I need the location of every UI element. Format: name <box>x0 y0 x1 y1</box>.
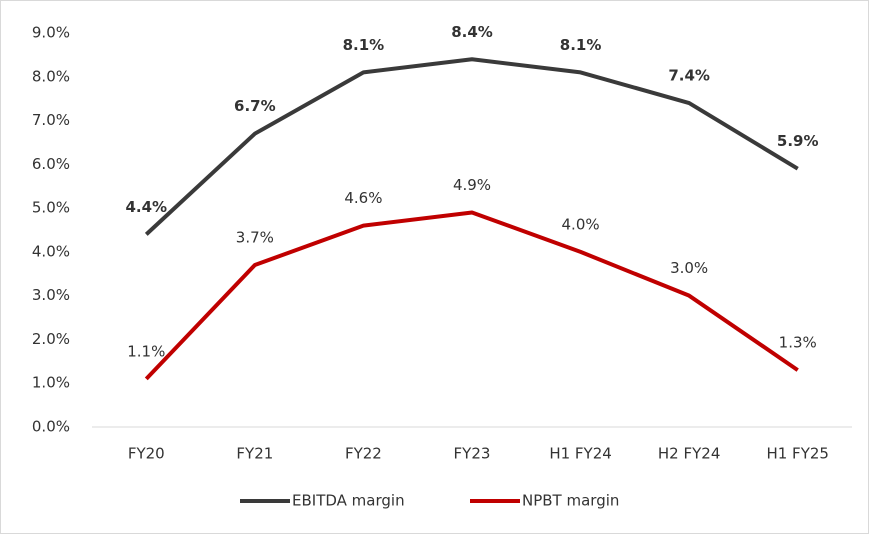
x-tick-label: FY20 <box>128 445 165 463</box>
data-label: 8.1% <box>560 36 602 54</box>
x-tick-label: H1 FY25 <box>766 445 828 463</box>
y-tick-label: 3.0% <box>32 286 70 304</box>
data-label: 3.0% <box>670 259 708 277</box>
data-label: 3.7% <box>236 229 274 247</box>
x-tick-label: H1 FY24 <box>549 445 611 463</box>
data-label: 4.4% <box>125 198 167 216</box>
data-label: 1.3% <box>779 334 817 352</box>
x-tick-label: FY23 <box>454 445 491 463</box>
series-line <box>144 57 799 236</box>
y-tick-label: 0.0% <box>32 418 70 436</box>
data-label: 6.7% <box>234 97 276 115</box>
y-tick-label: 7.0% <box>32 111 70 129</box>
data-label: 4.0% <box>562 215 600 233</box>
x-tick-label: FY21 <box>236 445 273 463</box>
data-label: 4.6% <box>344 189 382 207</box>
legend-label: EBITDA margin <box>292 492 405 510</box>
data-label: 7.4% <box>668 67 710 85</box>
x-tick-label: H2 FY24 <box>658 445 720 463</box>
data-label: 4.9% <box>453 176 491 194</box>
y-tick-label: 6.0% <box>32 155 70 173</box>
data-label: 1.1% <box>127 342 165 360</box>
data-label: 8.1% <box>343 36 385 54</box>
data-label: 5.9% <box>777 132 819 150</box>
series-line <box>144 210 799 381</box>
y-tick-label: 2.0% <box>32 330 70 348</box>
legend-label: NPBT margin <box>522 492 619 510</box>
y-tick-label: 9.0% <box>32 24 70 42</box>
y-tick-label: 5.0% <box>32 199 70 217</box>
y-tick-label: 1.0% <box>32 374 70 392</box>
data-label: 8.4% <box>451 23 493 41</box>
y-tick-label: 4.0% <box>32 242 70 260</box>
x-tick-label: FY22 <box>345 445 382 463</box>
y-tick-label: 8.0% <box>32 67 70 85</box>
